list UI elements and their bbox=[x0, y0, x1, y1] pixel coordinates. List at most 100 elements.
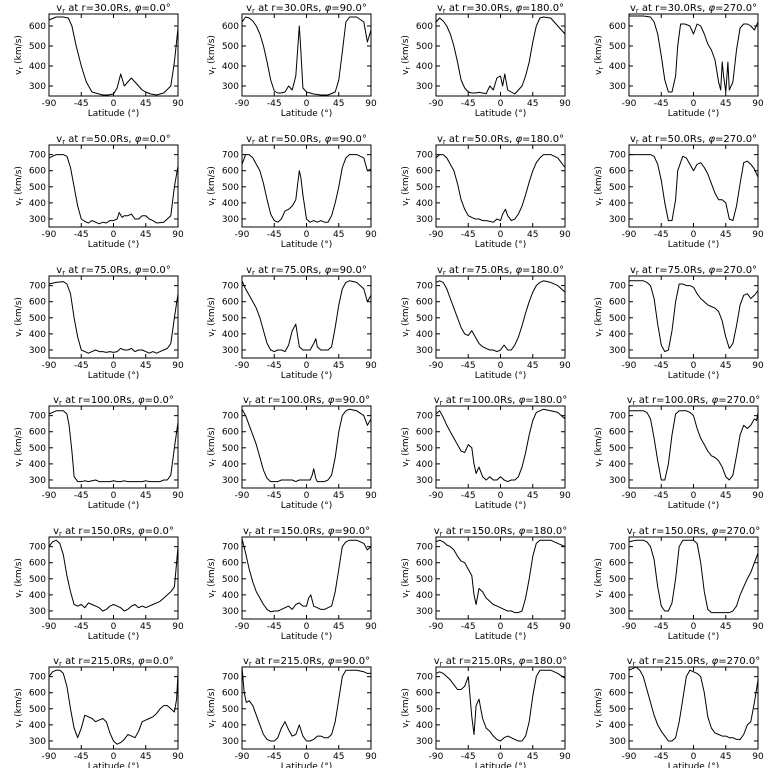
x-tick-label: -90 bbox=[622, 622, 637, 632]
x-tick-label: 90 bbox=[752, 491, 764, 501]
x-tick-label: 90 bbox=[752, 622, 764, 632]
panel-title: vr at r=30.0Rs, φ=0.0° bbox=[56, 3, 170, 15]
y-tick-label: 700 bbox=[222, 543, 239, 553]
x-tick-label: 90 bbox=[559, 752, 571, 762]
y-tick-label: 600 bbox=[416, 689, 433, 699]
y-tick-label: 700 bbox=[609, 543, 626, 553]
y-tick-label: 500 bbox=[416, 314, 433, 324]
x-tick-label: 45 bbox=[527, 752, 538, 762]
x-tick-label: 45 bbox=[140, 230, 151, 240]
y-tick-label: 400 bbox=[609, 330, 626, 340]
x-tick-label: -90 bbox=[42, 99, 57, 109]
plot-frame bbox=[241, 275, 372, 359]
panel-r5-c3: vr at r=215.0Rs, φ=270.0° -90 -45 0 45 90 300 4… bbox=[594, 656, 764, 768]
x-tick-label: 0 bbox=[691, 361, 697, 371]
y-tick-label: 700 bbox=[416, 151, 433, 161]
y-axis-label: vr (km/s) bbox=[207, 688, 218, 728]
y-tick-label: 600 bbox=[416, 22, 433, 32]
x-tick-label: 90 bbox=[752, 99, 764, 109]
y-tick-label: 600 bbox=[416, 559, 433, 569]
y-tick-label: 500 bbox=[609, 444, 626, 454]
y-tick-label: 500 bbox=[222, 42, 239, 52]
series-line bbox=[241, 666, 371, 742]
y-tick-label: 300 bbox=[29, 737, 46, 747]
x-tick-label: -45 bbox=[461, 99, 476, 109]
y-tick-label: 400 bbox=[609, 199, 626, 209]
y-tick-label: 500 bbox=[416, 444, 433, 454]
y-axis-label: vr (km/s) bbox=[401, 297, 412, 337]
x-tick-label: -90 bbox=[429, 230, 444, 240]
y-axis-label: vr (km/s) bbox=[14, 297, 25, 337]
y-tick-label: 300 bbox=[609, 737, 626, 747]
y-tick-label: 300 bbox=[29, 82, 46, 92]
x-tick-label: 90 bbox=[172, 622, 184, 632]
x-axis-label: Latitude (°) bbox=[668, 371, 719, 381]
x-tick-label: -90 bbox=[42, 361, 57, 371]
y-tick-label: 300 bbox=[609, 82, 626, 92]
panel-r4-c1: vr at r=150.0Rs, φ=90.0° -90 -45 0 45 90 300 40… bbox=[207, 526, 377, 642]
y-tick-label: 400 bbox=[416, 199, 433, 209]
panel-r5-c1: vr at r=215.0Rs, φ=90.0° -90 -45 0 45 90 300 40… bbox=[207, 656, 377, 768]
y-tick-label: 700 bbox=[416, 543, 433, 553]
x-tick-label: 0 bbox=[691, 752, 697, 762]
series-line bbox=[241, 408, 372, 483]
x-tick-label: -45 bbox=[74, 99, 89, 109]
panel-r3-c1: vr at r=100.0Rs, φ=90.0° -90 -45 0 45 90 300 40… bbox=[207, 395, 377, 511]
x-tick-label: 0 bbox=[304, 622, 310, 632]
series-line bbox=[628, 539, 759, 614]
y-tick-label: 700 bbox=[609, 282, 626, 292]
x-tick-label: -90 bbox=[622, 752, 637, 762]
y-tick-label: 400 bbox=[29, 199, 46, 209]
y-tick-label: 400 bbox=[416, 330, 433, 340]
x-tick-label: 90 bbox=[559, 230, 571, 240]
y-tick-label: 700 bbox=[416, 673, 433, 683]
x-tick-label: 45 bbox=[140, 752, 151, 762]
x-tick-label: -45 bbox=[654, 622, 669, 632]
y-tick-label: 500 bbox=[222, 575, 239, 585]
x-axis-label: Latitude (°) bbox=[475, 109, 526, 119]
y-tick-label: 500 bbox=[416, 705, 433, 715]
x-tick-label: -90 bbox=[235, 491, 250, 501]
plot-frame bbox=[435, 144, 566, 228]
series-line bbox=[628, 666, 759, 742]
panel-title: vr at r=150.0Rs, φ=270.0° bbox=[627, 526, 760, 538]
x-tick-label: 0 bbox=[691, 230, 697, 240]
x-tick-label: 0 bbox=[498, 491, 504, 501]
y-tick-label: 500 bbox=[416, 42, 433, 52]
x-axis-label: Latitude (°) bbox=[668, 501, 719, 511]
x-tick-label: 45 bbox=[140, 491, 151, 501]
y-tick-label: 400 bbox=[29, 460, 46, 470]
y-axis-label: vr (km/s) bbox=[207, 427, 218, 467]
panel-r2-c1: vr at r=75.0Rs, φ=90.0° -90 -45 0 45 90 300 400… bbox=[207, 265, 377, 381]
y-tick-label: 300 bbox=[29, 607, 46, 617]
x-tick-label: -45 bbox=[461, 622, 476, 632]
plot-frame bbox=[241, 666, 372, 750]
x-tick-label: -45 bbox=[74, 361, 89, 371]
y-tick-label: 300 bbox=[609, 607, 626, 617]
y-axis-label: vr (km/s) bbox=[14, 427, 25, 467]
y-tick-label: 600 bbox=[609, 167, 626, 177]
series-line bbox=[48, 539, 179, 612]
y-tick-label: 400 bbox=[222, 591, 239, 601]
plot-frame bbox=[435, 405, 566, 489]
y-tick-label: 700 bbox=[416, 412, 433, 422]
y-tick-label: 700 bbox=[29, 151, 46, 161]
y-tick-label: 700 bbox=[416, 282, 433, 292]
plot-frame bbox=[48, 666, 179, 750]
x-tick-label: -45 bbox=[654, 752, 669, 762]
x-tick-label: 45 bbox=[527, 491, 538, 501]
x-tick-label: -90 bbox=[429, 491, 444, 501]
series-line bbox=[435, 539, 566, 614]
x-axis-label: Latitude (°) bbox=[281, 501, 332, 511]
y-tick-label: 400 bbox=[29, 591, 46, 601]
x-tick-label: 0 bbox=[111, 230, 117, 240]
x-tick-label: -45 bbox=[267, 99, 282, 109]
plot-frame bbox=[435, 536, 566, 620]
panel-title: vr at r=150.0Rs, φ=90.0° bbox=[243, 526, 370, 538]
x-tick-label: 0 bbox=[498, 99, 504, 109]
x-tick-label: 0 bbox=[304, 361, 310, 371]
x-axis-label: Latitude (°) bbox=[668, 632, 719, 642]
x-tick-label: 90 bbox=[172, 230, 184, 240]
panel-title: vr at r=100.0Rs, φ=0.0° bbox=[53, 395, 174, 407]
x-tick-label: 0 bbox=[111, 361, 117, 371]
